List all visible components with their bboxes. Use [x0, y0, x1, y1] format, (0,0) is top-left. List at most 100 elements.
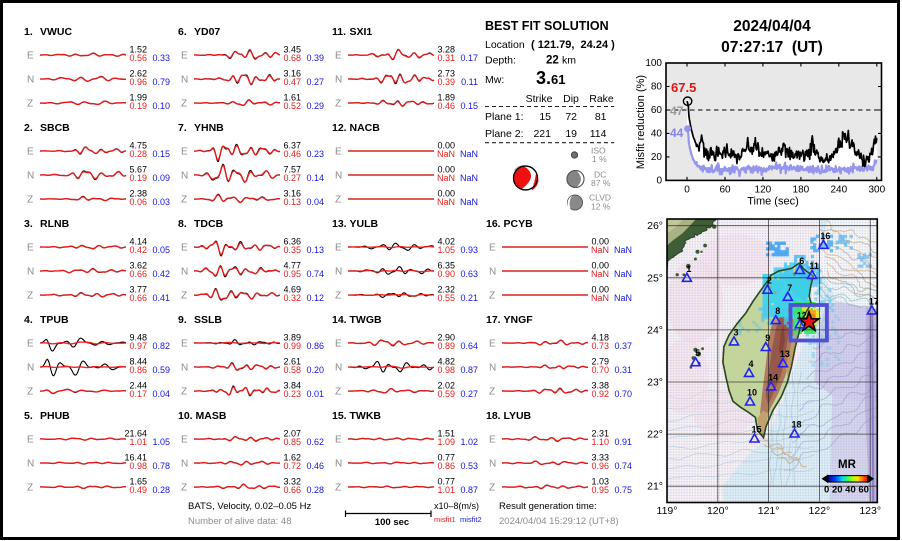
svg-text:8.44: 8.44 [129, 357, 147, 367]
svg-text:26°: 26° [647, 220, 663, 232]
svg-text:Dip: Dip [563, 93, 579, 105]
svg-text:0.27: 0.27 [283, 173, 301, 183]
svg-text:Z: Z [335, 483, 341, 494]
svg-text:0: 0 [684, 184, 690, 195]
svg-text:E: E [181, 435, 188, 446]
svg-text:1.03: 1.03 [591, 477, 609, 487]
svg-text:3: 3 [733, 327, 738, 337]
svg-text:0.56: 0.56 [129, 53, 147, 63]
svg-text:0.46: 0.46 [283, 149, 301, 159]
svg-text:0.23: 0.23 [283, 389, 301, 399]
svg-text:Z: Z [181, 291, 187, 302]
svg-text:0.04: 0.04 [306, 197, 324, 207]
svg-text:0.99: 0.99 [283, 341, 301, 351]
svg-text:0.97: 0.97 [129, 341, 147, 351]
svg-text:0.15: 0.15 [460, 101, 478, 111]
svg-text:3.62: 3.62 [129, 261, 147, 271]
svg-text:YHNB: YHNB [194, 122, 224, 134]
svg-text:0.37: 0.37 [614, 341, 632, 351]
svg-text:9.: 9. [178, 314, 187, 326]
svg-text:12: 12 [797, 310, 807, 320]
svg-text:3.: 3. [24, 218, 33, 230]
svg-text:Z: Z [335, 291, 341, 302]
svg-text:4.82: 4.82 [437, 357, 455, 367]
svg-text:6.36: 6.36 [283, 237, 301, 247]
svg-text:NaN: NaN [614, 245, 632, 255]
svg-text:0.86: 0.86 [129, 365, 147, 375]
svg-text:6.37: 6.37 [283, 141, 301, 151]
svg-text:BEST FIT SOLUTION: BEST FIT SOLUTION [485, 19, 609, 33]
svg-text:N: N [335, 171, 342, 182]
svg-text:NACB: NACB [350, 122, 381, 134]
svg-text:10.: 10. [178, 410, 193, 422]
svg-text:6.: 6. [178, 26, 187, 38]
svg-text:2.32: 2.32 [437, 285, 455, 295]
svg-text:22°: 22° [647, 429, 663, 441]
svg-text:E: E [181, 51, 188, 62]
svg-text:BATS, Velocity, 0.02–0.05 Hz: BATS, Velocity, 0.02–0.05 Hz [188, 501, 311, 512]
svg-text:81: 81 [595, 111, 607, 123]
svg-text:0.01: 0.01 [306, 389, 324, 399]
svg-text:0.55: 0.55 [437, 293, 455, 303]
svg-text:ISO: ISO [591, 146, 606, 156]
svg-text:N: N [335, 267, 342, 278]
svg-text:123°: 123° [859, 505, 881, 517]
svg-text:0.42: 0.42 [129, 245, 147, 255]
svg-text:13: 13 [780, 349, 790, 359]
svg-text:N: N [181, 363, 188, 374]
svg-text:1.05: 1.05 [152, 437, 170, 447]
svg-text:Plane 1:: Plane 1: [485, 111, 524, 123]
svg-text:10: 10 [747, 388, 757, 398]
svg-text:Z: Z [181, 99, 187, 110]
svg-text:0.42: 0.42 [152, 269, 170, 279]
svg-text:5.67: 5.67 [129, 165, 147, 175]
svg-text:Number of alive data: 48: Number of alive data: 48 [188, 516, 292, 527]
svg-text:0.87: 0.87 [460, 485, 478, 495]
svg-text:MASB: MASB [196, 410, 227, 422]
svg-text:2024/04/04: 2024/04/04 [733, 18, 811, 35]
svg-text:Z: Z [489, 387, 495, 398]
svg-text:1.51: 1.51 [437, 429, 455, 439]
svg-text:0.28: 0.28 [306, 485, 324, 495]
svg-text:0: 0 [656, 175, 662, 186]
svg-text:0.58: 0.58 [283, 365, 301, 375]
svg-text:E: E [27, 243, 34, 254]
svg-text:0.96: 0.96 [591, 461, 609, 471]
svg-text:1.09: 1.09 [437, 437, 455, 447]
svg-text:240: 240 [830, 184, 847, 195]
svg-text:Depth:: Depth: [485, 55, 516, 67]
svg-text:TDCB: TDCB [194, 218, 224, 230]
svg-text:x10–8(m/s): x10–8(m/s) [434, 501, 479, 511]
svg-text:0.41: 0.41 [152, 293, 170, 303]
svg-text:Location: Location [485, 39, 525, 51]
svg-text:2.07: 2.07 [283, 429, 301, 439]
svg-text:2.79: 2.79 [591, 357, 609, 367]
svg-text:114: 114 [590, 128, 607, 140]
svg-text:0.74: 0.74 [614, 461, 632, 471]
svg-text:N: N [335, 363, 342, 374]
svg-text:0.09: 0.09 [152, 173, 170, 183]
svg-text:11.: 11. [332, 26, 346, 38]
svg-text:YNGF: YNGF [504, 314, 534, 326]
svg-text:16.: 16. [486, 218, 501, 230]
svg-text:0.31: 0.31 [614, 365, 632, 375]
svg-text:15.: 15. [332, 410, 347, 422]
svg-text:2.31: 2.31 [591, 429, 609, 439]
svg-text:0.53: 0.53 [460, 461, 478, 471]
svg-text:E: E [489, 339, 496, 350]
svg-text:0.17: 0.17 [129, 389, 147, 399]
svg-text:14.: 14. [332, 314, 347, 326]
svg-text:0.03: 0.03 [152, 197, 170, 207]
svg-text:1.89: 1.89 [437, 93, 455, 103]
svg-text:0.00: 0.00 [437, 165, 455, 175]
svg-text:TPUB: TPUB [40, 314, 69, 326]
svg-text:21°: 21° [647, 481, 663, 493]
svg-text:2.02: 2.02 [437, 381, 455, 391]
svg-text:5.: 5. [24, 410, 33, 422]
svg-text:NaN: NaN [591, 293, 609, 303]
svg-text:E: E [181, 243, 188, 254]
svg-text:N: N [181, 267, 188, 278]
svg-text:07:27:17 (UT): 07:27:17 (UT) [721, 39, 823, 56]
svg-text:3.61: 3.61 [536, 68, 565, 88]
svg-text:1.99: 1.99 [129, 93, 147, 103]
